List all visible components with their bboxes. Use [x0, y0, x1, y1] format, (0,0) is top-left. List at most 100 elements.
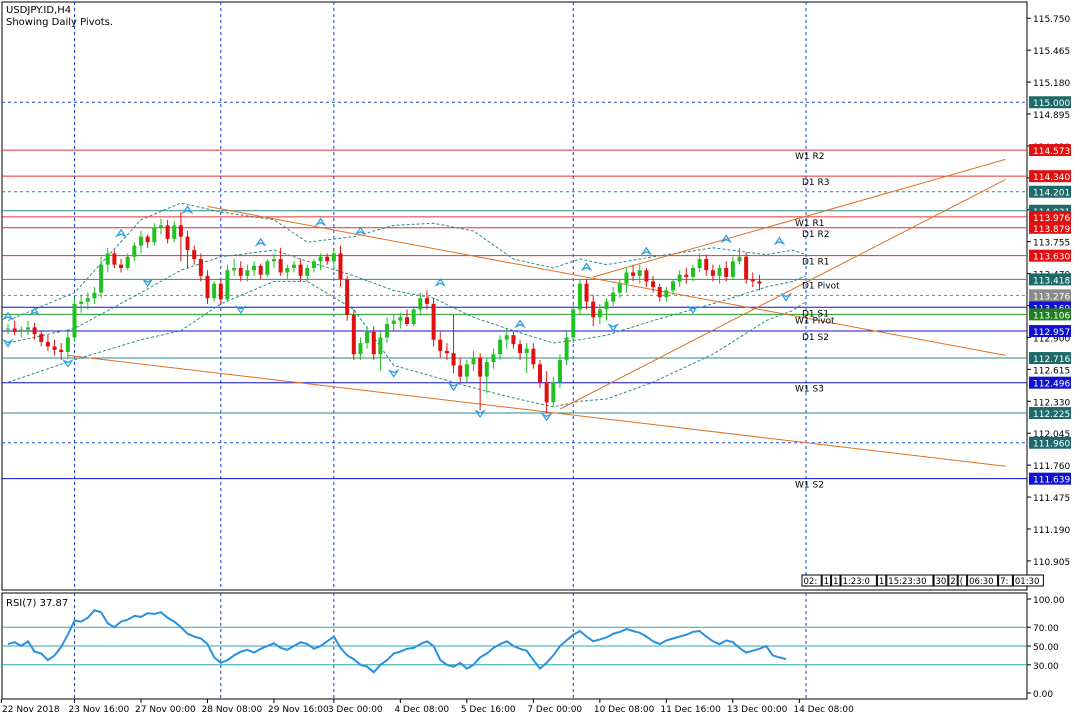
- fractal-up-arrow: [115, 228, 127, 238]
- candle-body: [198, 259, 203, 276]
- rsi-tick-label: 30.00: [1033, 662, 1059, 672]
- bollinger-bands: [7, 202, 807, 408]
- price-badge: [1029, 144, 1071, 157]
- price-tick-label: 112.330: [1033, 398, 1070, 408]
- period-label: 7:: [1000, 577, 1008, 587]
- candle-body: [119, 264, 124, 268]
- time-tick-label: 14 Dec 08:00: [793, 705, 854, 715]
- candle-body: [25, 327, 30, 330]
- period-box: [948, 574, 958, 587]
- candle-body: [518, 344, 523, 354]
- price-badge: [1029, 352, 1071, 365]
- period-label: 1:23:0: [843, 577, 870, 587]
- candle-body: [278, 259, 283, 273]
- time-tick-label: 3 Dec 00:00: [328, 705, 383, 715]
- price-badge: [1029, 170, 1071, 183]
- fractal-up-arrow: [514, 319, 526, 329]
- candle-body: [391, 320, 396, 324]
- pivot-level-name: D1 R3: [802, 178, 830, 188]
- candle-body: [631, 272, 636, 276]
- price-tick-label: 114.895: [1033, 111, 1070, 121]
- candle-body: [657, 287, 662, 298]
- price-badge-label: 114.573: [1033, 147, 1070, 157]
- period-box: [831, 574, 841, 587]
- period-box: [801, 574, 822, 587]
- price-badge: [1029, 273, 1071, 286]
- candle-body: [158, 225, 163, 228]
- candle-body: [478, 357, 483, 377]
- candle-body: [318, 256, 323, 262]
- candle-body: [538, 364, 542, 383]
- candle-body: [291, 264, 296, 268]
- price-tick-label: 111.760: [1033, 462, 1070, 472]
- candle-body: [165, 225, 170, 239]
- fractal-down-arrow: [540, 412, 553, 422]
- price-badge: [1029, 472, 1071, 485]
- candle-body: [557, 359, 562, 383]
- fractal-down-arrow: [234, 305, 247, 314]
- candle-body: [637, 270, 642, 276]
- candle-body: [59, 349, 64, 352]
- candle-body: [272, 259, 276, 262]
- price-badge: [1029, 325, 1071, 338]
- price-tick-label: 110.905: [1033, 558, 1070, 568]
- candle-body: [45, 341, 50, 347]
- fractal-up-arrow: [2, 311, 14, 321]
- period-box: [967, 574, 999, 587]
- candle-body: [112, 253, 117, 265]
- price-badge-label: 112.957: [1033, 328, 1070, 338]
- price-badge: [1029, 185, 1071, 198]
- rsi-indicator: 100.00 70.00 50.00 30.00 0.00: [2, 596, 1065, 700]
- fractal-down-arrow: [474, 409, 487, 419]
- time-tick-label: 27 Nov 00:00: [135, 705, 196, 715]
- candle-body: [451, 353, 456, 366]
- candle-body: [85, 298, 90, 302]
- price-badge-label: 115.000: [1033, 99, 1070, 109]
- pivot-level-name: W1 Pivot: [795, 316, 835, 326]
- candle-body: [205, 275, 210, 299]
- candle-body: [92, 292, 97, 299]
- candle-body: [238, 268, 243, 276]
- candles: [6, 212, 762, 414]
- fractal-down-arrow: [387, 368, 400, 378]
- candle-body: [438, 339, 443, 351]
- candle-body: [677, 274, 682, 282]
- fractal-up-arrow: [354, 226, 367, 236]
- candle-body: [697, 259, 702, 268]
- period-box: [886, 574, 934, 587]
- time-tick-label: 4 Dec 08:00: [394, 705, 449, 715]
- main-panel-frame: [1, 1, 1028, 591]
- price-badge-label: 113.976: [1033, 214, 1070, 224]
- candle-body: [664, 290, 669, 298]
- rsi-tick-label: 0.00: [1033, 690, 1053, 700]
- candle-body: [671, 281, 675, 291]
- candle-body: [704, 259, 709, 271]
- price-tick-label: 115.750: [1033, 15, 1070, 25]
- time-tick-label: 28 Nov 08:00: [202, 705, 263, 715]
- rsi-label: RSI(7) 37.87: [6, 598, 68, 609]
- candle-body: [424, 298, 429, 304]
- price-badge-label: 113.630: [1033, 253, 1070, 263]
- fractal-down-arrow: [141, 278, 154, 288]
- pivot-level-name: W1 S2: [795, 481, 824, 491]
- candle-body: [431, 303, 436, 340]
- candle-body: [757, 281, 762, 284]
- price-badge: [1029, 308, 1071, 321]
- candle-body: [338, 253, 343, 280]
- time-tick-label: 23 Nov 16:00: [69, 705, 130, 715]
- candle-body: [345, 279, 350, 316]
- price-badge-label: 114.340: [1033, 173, 1070, 183]
- time-tick-label: 10 Dec 08:00: [594, 705, 655, 715]
- price-badge: [1029, 210, 1071, 223]
- candle-body: [611, 292, 616, 302]
- candle-body: [298, 264, 303, 276]
- candle-body: [172, 225, 177, 239]
- candle-body: [325, 256, 330, 262]
- price-badge-label: 113.418: [1033, 276, 1070, 286]
- price-badge: [1029, 249, 1071, 262]
- fractal-down-arrow: [2, 338, 14, 348]
- candle-body: [458, 365, 463, 377]
- pivot-level-name: W1 R1: [795, 219, 824, 229]
- candle-body: [6, 328, 10, 330]
